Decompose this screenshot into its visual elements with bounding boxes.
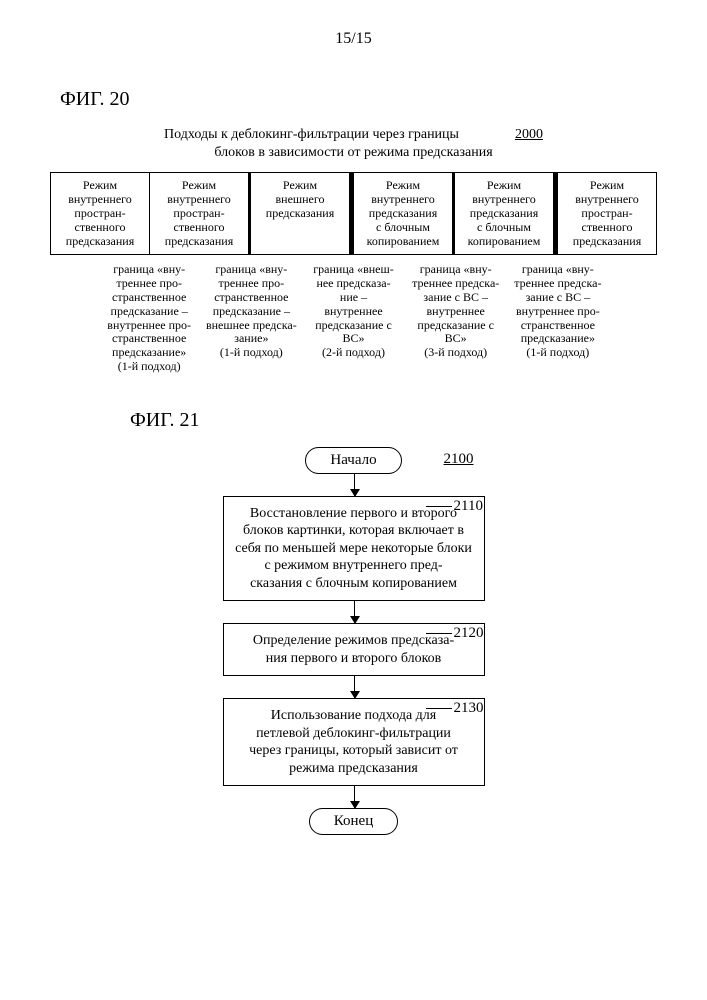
flow-step: Определение режимов предсказа-ния первог… — [223, 623, 485, 676]
fig20-title: Подходы к деблокинг-фильтрации через гра… — [50, 126, 657, 162]
fig20-label: ФИГ. 20 — [60, 88, 657, 111]
figure-20: ФИГ. 20 Подходы к деблокинг-фильтрации ч… — [50, 88, 657, 374]
spacer — [50, 263, 98, 373]
mode-block: Режимвнутреннегопростран-ственногопредск… — [150, 173, 251, 254]
figure-21: ФИГ. 21 Начало 2100 Восстановление первого… — [50, 409, 657, 836]
flow-step-ref: 2120 — [454, 625, 484, 642]
fig21-label: ФИГ. 21 — [130, 409, 657, 432]
mode-block: Режимвнутреннегопредсказанияс блочнымкоп… — [455, 173, 558, 254]
mode-blocks-row: Режимвнутреннегопростран-ственногопредск… — [50, 172, 657, 255]
ref-connector — [426, 708, 452, 709]
boundary-label: граница «вну-треннее предска-зание с BC … — [405, 263, 507, 373]
flow-step: Использование подхода дляпетлевой деблок… — [223, 698, 485, 786]
mode-block: Режимвнешнегопредсказания — [251, 173, 354, 254]
fig20-title-line2: блоков в зависимости от режима предсказа… — [214, 145, 492, 160]
flowchart: Начало 2100 Восстановление первого и второ… — [164, 447, 544, 836]
boundary-label: граница «вну-треннее про-странственноепр… — [200, 263, 302, 373]
boundary-labels-row: граница «вну-треннее про-странственноепр… — [50, 263, 657, 373]
fig20-title-line1: Подходы к деблокинг-фильтрации через гра… — [164, 127, 459, 142]
flow-end: Конец — [309, 808, 398, 835]
boundary-label: граница «вну-треннее про-странственноепр… — [98, 263, 200, 373]
patent-figure-page: 15/15 ФИГ. 20 Подходы к деблокинг-фильтр… — [0, 0, 707, 1000]
ref-connector — [426, 633, 452, 634]
flow-step: Восстановление первого и второго блоков … — [223, 496, 485, 602]
flow-step-ref: 2110 — [454, 498, 483, 515]
boundary-label: граница «внеш-нее предсказа-ние –внутрен… — [302, 263, 404, 373]
ref-connector — [426, 506, 452, 507]
spacer — [609, 263, 657, 373]
fig20-ref: 2000 — [515, 127, 543, 142]
flow-step-ref: 2130 — [454, 700, 484, 717]
fig21-ref: 2100 — [444, 451, 474, 468]
flow-start: Начало — [305, 447, 401, 474]
boundary-label: граница «вну-треннее предска-зание с BC … — [507, 263, 609, 373]
mode-block: Режимвнутреннегопростран-ственногопредск… — [558, 173, 657, 254]
mode-block: Режимвнутреннегопростран-ственногопредск… — [50, 173, 150, 254]
mode-block: Режимвнутреннегопредсказанияс блочнымкоп… — [354, 173, 455, 254]
page-number: 15/15 — [50, 30, 657, 48]
